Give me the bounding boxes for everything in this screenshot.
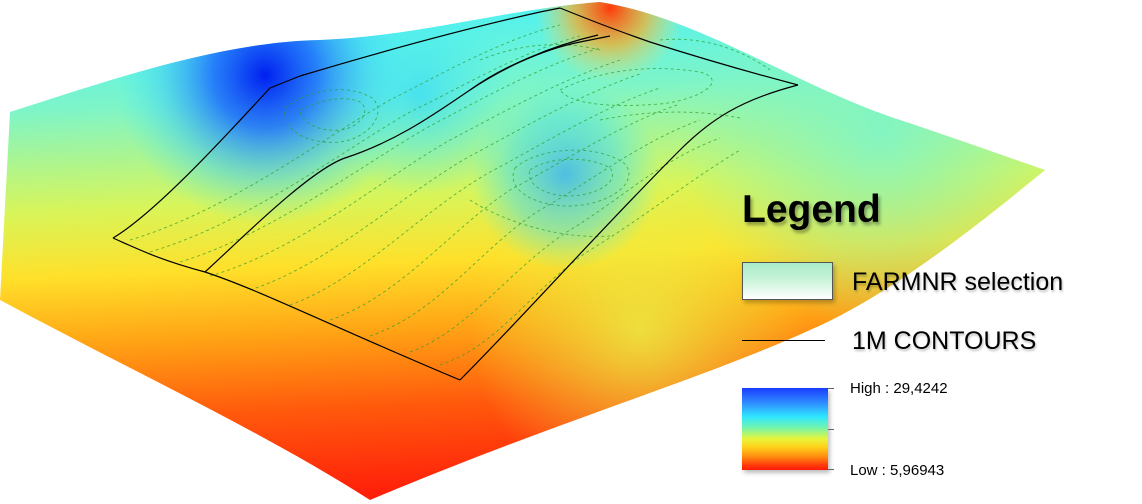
ramp-tick-high <box>828 388 834 389</box>
elevation-color-ramp <box>742 388 828 470</box>
contours-label: 1M CONTOURS <box>852 327 1037 355</box>
ramp-tick-mid <box>828 429 834 430</box>
farmnr-selection-label: FARMNR selection <box>852 268 1064 296</box>
ramp-tick-low <box>828 469 834 470</box>
farmnr-selection-swatch <box>742 262 833 300</box>
contour-lines <box>129 24 771 366</box>
contours-line-symbol <box>742 340 825 341</box>
ramp-low-label: Low : 5,96943 <box>850 462 945 479</box>
field-boundaries <box>112 7 799 381</box>
ramp-high-label: High : 29,4242 <box>850 380 948 397</box>
legend-title: Legend <box>742 188 881 231</box>
